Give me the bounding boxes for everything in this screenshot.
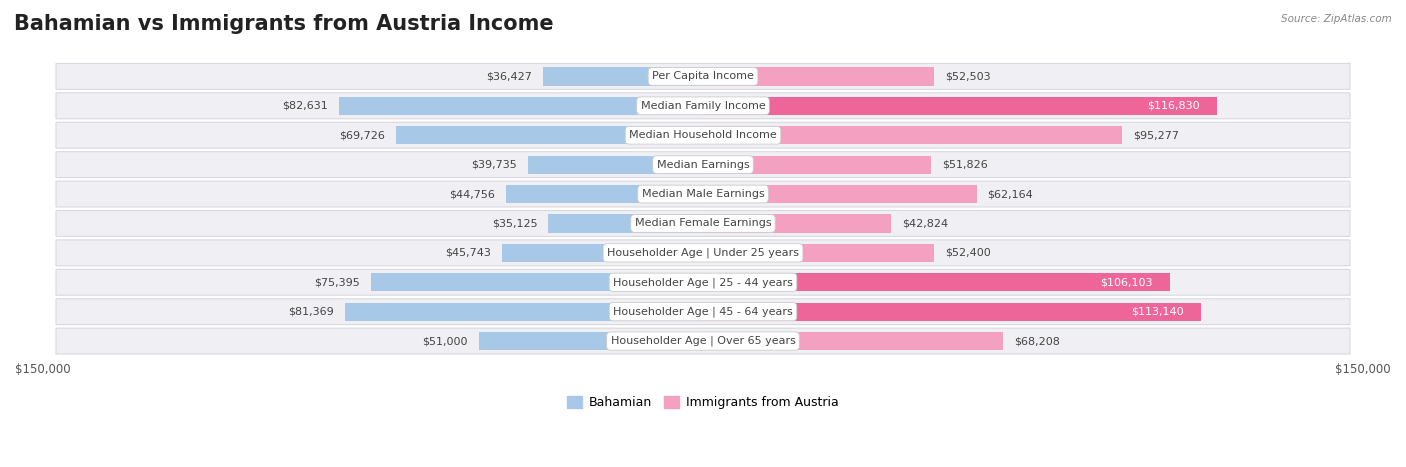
Text: $45,743: $45,743 <box>444 248 491 258</box>
Text: Per Capita Income: Per Capita Income <box>652 71 754 81</box>
Text: Median Earnings: Median Earnings <box>657 160 749 170</box>
FancyBboxPatch shape <box>56 64 1350 89</box>
Text: Median Male Earnings: Median Male Earnings <box>641 189 765 199</box>
Bar <box>703 156 931 174</box>
Text: $75,395: $75,395 <box>315 277 360 287</box>
Text: Median Family Income: Median Family Income <box>641 101 765 111</box>
Text: $95,277: $95,277 <box>1133 130 1180 140</box>
Text: $51,000: $51,000 <box>422 336 468 346</box>
FancyBboxPatch shape <box>56 181 1350 207</box>
Text: Source: ZipAtlas.com: Source: ZipAtlas.com <box>1281 14 1392 24</box>
Text: Median Household Income: Median Household Income <box>628 130 778 140</box>
Text: $39,735: $39,735 <box>471 160 517 170</box>
Legend: Bahamian, Immigrants from Austria: Bahamian, Immigrants from Austria <box>562 391 844 414</box>
Bar <box>703 185 977 203</box>
Text: $106,103: $106,103 <box>1099 277 1153 287</box>
Text: $52,400: $52,400 <box>945 248 990 258</box>
FancyBboxPatch shape <box>56 328 1350 354</box>
Bar <box>396 126 703 144</box>
Bar <box>703 126 1122 144</box>
Text: Householder Age | Under 25 years: Householder Age | Under 25 years <box>607 248 799 258</box>
Text: $36,427: $36,427 <box>486 71 531 81</box>
Text: Householder Age | Over 65 years: Householder Age | Over 65 years <box>610 336 796 347</box>
FancyBboxPatch shape <box>56 299 1350 325</box>
Text: Householder Age | 45 - 64 years: Householder Age | 45 - 64 years <box>613 306 793 317</box>
Bar <box>502 244 703 262</box>
Text: $35,125: $35,125 <box>492 219 537 228</box>
Bar <box>703 97 1218 115</box>
Text: $68,208: $68,208 <box>1014 336 1060 346</box>
Text: Householder Age | 25 - 44 years: Householder Age | 25 - 44 years <box>613 277 793 288</box>
Text: $42,824: $42,824 <box>903 219 949 228</box>
Text: $82,631: $82,631 <box>283 101 329 111</box>
Bar <box>703 303 1201 321</box>
Text: $69,726: $69,726 <box>339 130 385 140</box>
FancyBboxPatch shape <box>56 93 1350 119</box>
Text: $44,756: $44,756 <box>449 189 495 199</box>
Bar <box>478 332 703 350</box>
Text: Median Female Earnings: Median Female Earnings <box>634 219 772 228</box>
Bar <box>703 67 934 85</box>
Text: $113,140: $113,140 <box>1130 307 1184 317</box>
Bar <box>506 185 703 203</box>
Text: $62,164: $62,164 <box>987 189 1033 199</box>
Text: $81,369: $81,369 <box>288 307 333 317</box>
Bar <box>543 67 703 85</box>
Bar <box>371 273 703 291</box>
Text: $52,503: $52,503 <box>945 71 991 81</box>
Bar <box>703 244 934 262</box>
FancyBboxPatch shape <box>56 122 1350 148</box>
Bar <box>344 303 703 321</box>
Text: Bahamian vs Immigrants from Austria Income: Bahamian vs Immigrants from Austria Inco… <box>14 14 554 34</box>
Text: $51,826: $51,826 <box>942 160 988 170</box>
Bar <box>703 273 1170 291</box>
Text: $116,830: $116,830 <box>1147 101 1199 111</box>
FancyBboxPatch shape <box>56 269 1350 295</box>
Bar <box>703 332 1004 350</box>
FancyBboxPatch shape <box>56 240 1350 266</box>
FancyBboxPatch shape <box>56 211 1350 236</box>
FancyBboxPatch shape <box>56 152 1350 177</box>
Bar <box>703 214 891 233</box>
Bar <box>529 156 703 174</box>
Bar <box>548 214 703 233</box>
Bar <box>339 97 703 115</box>
